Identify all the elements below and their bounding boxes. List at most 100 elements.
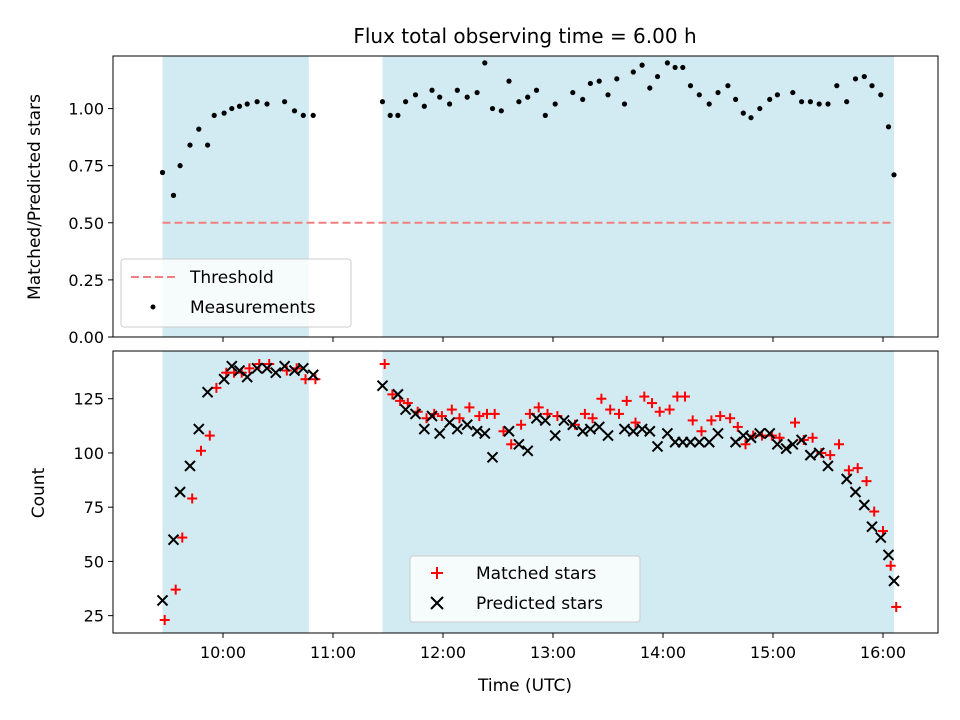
measurement-point: [816, 101, 822, 107]
y-tick-label: 25: [84, 607, 104, 626]
matched-star-marker: [498, 426, 509, 437]
predicted-star-marker: [813, 447, 825, 459]
marker-stroke: [418, 423, 431, 435]
predicted-star-marker: [503, 425, 515, 437]
measurement-point: [291, 108, 298, 114]
predicted-star-marker: [882, 549, 895, 561]
measurement-point: [447, 101, 453, 107]
legend-threshold-label: Threshold: [189, 268, 274, 288]
matched-star-marker: [630, 417, 641, 428]
marker-stroke: [433, 427, 446, 440]
predicted-star-marker: [530, 412, 543, 424]
measurement-point: [580, 96, 586, 103]
marker-stroke: [193, 423, 205, 435]
matched-star-marker: [204, 430, 215, 441]
predicted-star-marker: [693, 436, 706, 448]
matched-star-marker: [489, 408, 500, 419]
marker-stroke: [875, 531, 887, 544]
predicted-star-marker: [278, 360, 291, 372]
marker-stroke: [486, 451, 499, 463]
measurement-point: [454, 87, 460, 93]
measurement-point: [825, 101, 831, 107]
measurement-point: [733, 96, 739, 103]
marker-stroke: [392, 388, 404, 401]
marker-stroke: [787, 438, 799, 450]
marker-stroke: [822, 460, 834, 472]
predicted-star-marker: [644, 425, 656, 437]
marker-stroke: [703, 436, 715, 448]
marker-stroke: [261, 362, 273, 375]
matched-star-marker: [825, 450, 836, 461]
predicted-star-marker: [804, 449, 817, 461]
x-tick-label: 14:00: [640, 643, 686, 662]
measurement-point: [429, 87, 435, 93]
measurement-point: [170, 192, 177, 198]
measurement-point: [403, 99, 409, 105]
predicted-star-marker: [754, 427, 766, 440]
marker-stroke: [479, 427, 491, 440]
y-tick-label: 0.50: [68, 214, 104, 233]
marker-stroke: [882, 549, 895, 561]
predicted-star-marker: [226, 360, 238, 372]
matched-star-marker: [834, 439, 844, 450]
matched-star-marker: [454, 413, 465, 424]
matched-star-marker: [605, 404, 616, 415]
measurement-point: [715, 89, 721, 96]
chart-title: Flux total observing time = 6.00 h: [353, 24, 696, 48]
measurement-point: [177, 163, 183, 169]
marker-stroke: [278, 360, 291, 372]
marker-stroke: [297, 362, 310, 375]
measurement-point: [621, 101, 628, 107]
matched-star-marker: [533, 402, 544, 413]
measurement-point: [852, 76, 859, 82]
predicted-star-marker: [795, 434, 808, 446]
marker-stroke: [307, 369, 319, 381]
measurement-point: [244, 101, 250, 107]
measurement-point: [552, 101, 558, 107]
x-tick-label: 13:00: [530, 643, 576, 662]
matched-star-marker: [379, 359, 390, 370]
measurement-point: [211, 112, 217, 118]
marker-stroke: [513, 438, 525, 450]
predicted-star-marker: [771, 438, 784, 450]
measurement-point: [807, 99, 814, 105]
plot-frame: [112, 350, 939, 634]
legend-matched-swatch: [431, 567, 443, 579]
y-tick-label: 75: [84, 498, 104, 517]
x-tick-label: 12:00: [420, 643, 466, 662]
matched-star-marker: [885, 560, 896, 571]
matched-star-marker: [587, 413, 598, 424]
bottom-legend-box: [409, 555, 641, 623]
marker-stroke: [858, 499, 871, 511]
measurement-point: [516, 99, 522, 105]
bottom-legend: Matched stars Predicted stars: [409, 555, 641, 623]
measurement-point: [614, 76, 620, 82]
measurement-point: [236, 103, 243, 109]
measurement-point: [533, 87, 540, 93]
shaded-interval: [162, 351, 309, 633]
x-tick-label: 10:00: [200, 643, 246, 662]
matched-star-marker: [696, 426, 707, 437]
measurement-point: [525, 94, 531, 100]
matched-star-marker: [387, 389, 398, 400]
matched-star-marker: [639, 391, 650, 402]
matched-star-marker: [647, 398, 657, 409]
measurement-point: [878, 92, 884, 98]
marker-stroke: [712, 427, 724, 440]
predicted-star-marker: [479, 427, 491, 440]
shaded-interval: [382, 56, 894, 337]
predicted-star-marker: [486, 451, 499, 463]
predicted-star-marker: [745, 432, 757, 444]
matched-star-marker: [596, 393, 607, 404]
measurement-point: [506, 78, 512, 84]
marker-stroke: [233, 364, 246, 377]
predicted-star-marker: [849, 486, 862, 498]
marker-stroke: [763, 427, 776, 440]
marker-stroke: [795, 434, 808, 446]
matched-star-marker: [506, 439, 517, 450]
marker-stroke: [849, 486, 862, 498]
matched-star-marker: [170, 584, 181, 595]
matched-star-marker: [446, 404, 457, 415]
predicted-star-marker: [399, 403, 412, 416]
measurement-point: [639, 62, 645, 68]
